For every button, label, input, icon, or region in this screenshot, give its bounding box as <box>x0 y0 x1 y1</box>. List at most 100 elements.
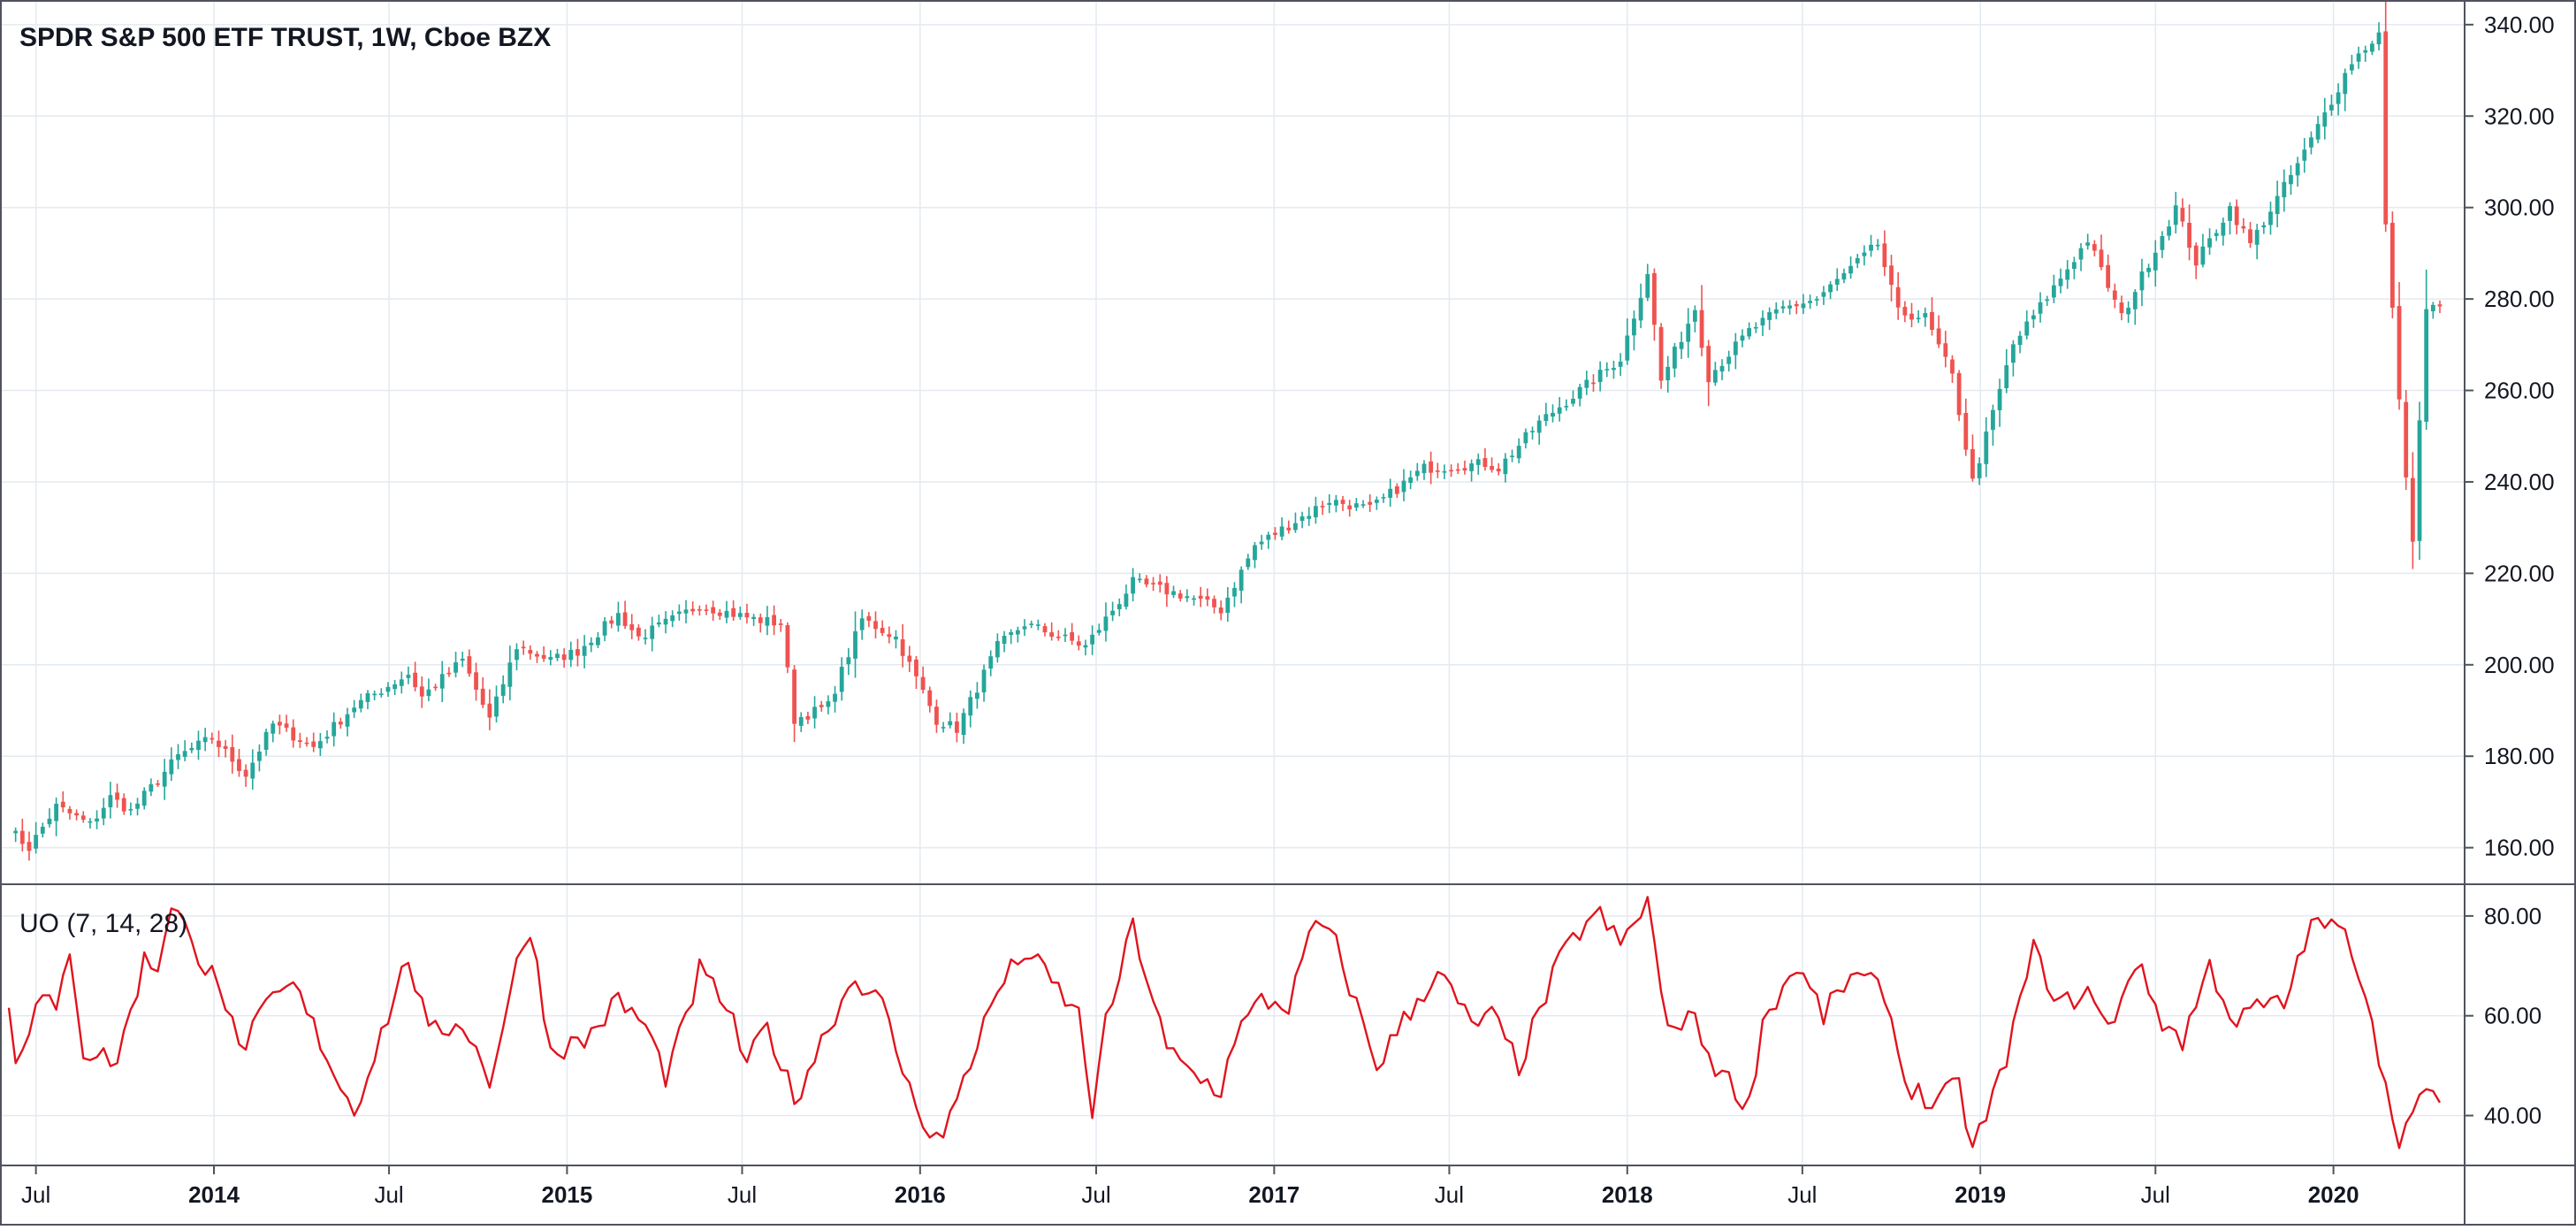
candle-body <box>2336 92 2341 104</box>
candle-body <box>1083 645 1088 648</box>
candle-body <box>1137 578 1142 581</box>
candle-body <box>1747 328 1752 337</box>
candle-body <box>1794 303 1799 307</box>
candle-body <box>2289 174 2293 185</box>
candle-body <box>1692 309 1697 322</box>
candle-body <box>115 792 119 800</box>
candle-body <box>345 714 350 727</box>
candle-body <box>1124 593 1129 607</box>
candle-body <box>1564 406 1569 408</box>
candle-body <box>2356 53 2361 62</box>
candle-body <box>1753 326 1758 329</box>
candle-body <box>1192 598 1196 600</box>
candle-body <box>704 609 709 612</box>
candle-body <box>182 751 187 757</box>
candle-body <box>1279 526 1284 537</box>
candle-body <box>60 801 65 808</box>
candle-body <box>1577 386 1582 399</box>
candle-body <box>880 628 885 633</box>
candle-body <box>1943 343 1948 357</box>
candle-body <box>1374 500 1379 503</box>
candle-body <box>2011 344 2016 363</box>
candle-body <box>1218 607 1223 614</box>
candle-body <box>2302 149 2307 161</box>
candle-body <box>1571 398 1575 404</box>
candle-body <box>2173 205 2178 225</box>
candle-body <box>1449 470 1454 472</box>
candle-body <box>731 607 736 617</box>
candle-body <box>1679 341 1684 349</box>
candle-body <box>514 649 519 661</box>
candle-body <box>1408 477 1414 484</box>
candle-body <box>317 741 323 749</box>
candle-body <box>19 830 25 844</box>
candle-body <box>2132 292 2138 309</box>
candle-body <box>1848 265 1853 274</box>
candle-body <box>1930 311 1934 331</box>
candle-body <box>1185 596 1190 599</box>
time-tick-label: 2015 <box>541 1181 592 1208</box>
candle-body <box>2214 233 2219 236</box>
candle-body <box>2119 302 2124 314</box>
candle-body <box>2309 137 2313 148</box>
candle-body <box>250 762 255 779</box>
candle-body <box>1070 631 1075 641</box>
candle-body <box>907 655 912 662</box>
candle-body <box>805 715 811 720</box>
time-tick-label: Jul <box>21 1181 50 1208</box>
candle-body <box>914 659 918 676</box>
candle-body <box>853 630 857 659</box>
candle-body <box>399 679 404 686</box>
candle-body <box>1198 595 1203 600</box>
time-tick-label: 2017 <box>1248 1181 1299 1208</box>
candle-body <box>121 798 126 812</box>
candle-body <box>1767 312 1772 320</box>
candle-body <box>2051 285 2056 298</box>
candle-body <box>927 690 933 707</box>
candle-body <box>1022 626 1027 630</box>
candle-body <box>1862 252 1867 256</box>
candle-body <box>2424 309 2429 422</box>
price-tick-label: 240.00 <box>2484 469 2555 495</box>
candle-body <box>1686 324 1691 342</box>
candle-body <box>1936 328 1941 345</box>
candle-body <box>975 692 979 699</box>
candle-body <box>1814 299 1819 301</box>
candle-body <box>1889 265 1894 286</box>
candle-body <box>2193 245 2199 266</box>
candle-body <box>737 613 743 617</box>
candle-body <box>2430 304 2435 311</box>
candle-body <box>1963 413 1969 450</box>
candle-body <box>1869 244 1873 251</box>
candle-body <box>2106 264 2111 288</box>
candle-body <box>324 737 330 739</box>
time-tick-label: Jul <box>728 1181 757 1208</box>
candle-body <box>2180 208 2185 222</box>
candle-body <box>609 620 614 624</box>
candle-body <box>2369 43 2374 52</box>
candle-body <box>13 830 19 834</box>
candle-body <box>535 653 539 657</box>
candle-body <box>2045 299 2050 302</box>
candle-body <box>1144 578 1149 584</box>
candle-body <box>2410 477 2415 542</box>
candle-body <box>561 654 567 661</box>
candle-body <box>1551 412 1555 417</box>
candle-body <box>1090 634 1095 645</box>
candle-body <box>548 656 553 661</box>
candle-body <box>1638 297 1643 321</box>
candle-body <box>413 672 418 688</box>
candle-body <box>1286 527 1292 531</box>
candle-body <box>439 674 445 689</box>
candle-body <box>1665 366 1671 381</box>
candle-body <box>1246 558 1251 568</box>
candle-body <box>1340 500 1345 504</box>
candle-body <box>541 654 546 659</box>
candle-body <box>839 667 844 692</box>
candle-body <box>1584 379 1589 388</box>
candle-body <box>2146 267 2152 272</box>
candle-body <box>724 610 729 618</box>
candle-body <box>2228 206 2232 221</box>
candle-body <box>453 662 458 673</box>
